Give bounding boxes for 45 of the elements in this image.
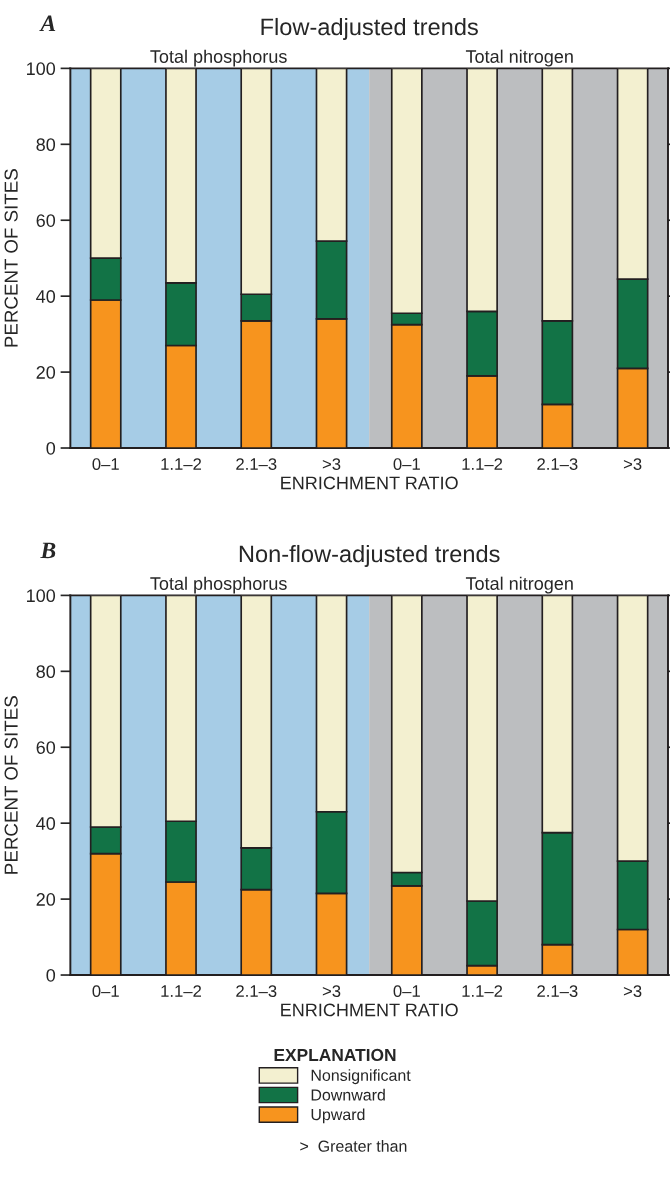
x-tick-label: 2.1–3 [236,458,277,470]
y-tick-label: 20 [36,366,56,379]
text: Total nitrogen [465,576,573,594]
x-tick-label: 1.1–2 [462,985,503,997]
y-tick-label: 100 [27,62,56,76]
y-tick-label: 0 [46,968,56,982]
text: Total phosphorus [150,49,287,67]
x-tick-label: 2.1–3 [537,985,578,997]
legend-label: Nonsignificant [311,1069,411,1085]
text: Total nitrogen [465,49,573,67]
x-tick-label: 0–1 [92,458,119,470]
y-tick-label: 80 [36,665,56,679]
x-tick-label: 0–1 [92,985,119,997]
y-tick-label: 40 [36,817,56,830]
text: B [40,542,56,559]
y-axis-title: PERCENT OF SITES [4,169,18,347]
y-tick-label: 60 [36,741,56,754]
y-tick-label: 100 [27,589,56,603]
x-tick-label: >3 [322,985,341,997]
chart-title: Flow-adjusted trends [261,17,478,40]
legend-label: Downward [311,1088,385,1101]
y-tick-label: 40 [36,290,56,303]
y-axis-title: PERCENT OF SITES [4,696,18,874]
x-axis-title: ENRICHMENT RATIO [281,1003,458,1017]
x-tick-label: 1.1–2 [161,458,202,470]
x-tick-label: 0–1 [393,985,420,997]
x-tick-label: 1.1–2 [161,985,202,997]
y-tick-label: 60 [36,214,56,227]
x-tick-label: 0–1 [393,458,420,470]
legend-title: EXPLANATION [274,1048,396,1062]
text: Total phosphorus [150,576,287,594]
x-tick-label: >3 [623,458,642,470]
y-tick-label: 0 [46,441,56,455]
legend-label: Upward [311,1108,365,1124]
x-axis-title: ENRICHMENT RATIO [281,476,458,490]
text: > Greater than [300,1140,407,1152]
chart-title: Non-flow-adjusted trends [239,544,500,567]
text: A [39,15,56,32]
y-tick-label: 20 [36,893,56,906]
x-tick-label: 1.1–2 [462,458,503,470]
x-tick-label: >3 [623,985,642,997]
x-tick-label: 2.1–3 [236,985,277,997]
x-tick-label: >3 [322,458,341,470]
y-tick-label: 80 [36,138,56,152]
x-tick-label: 2.1–3 [537,458,578,470]
